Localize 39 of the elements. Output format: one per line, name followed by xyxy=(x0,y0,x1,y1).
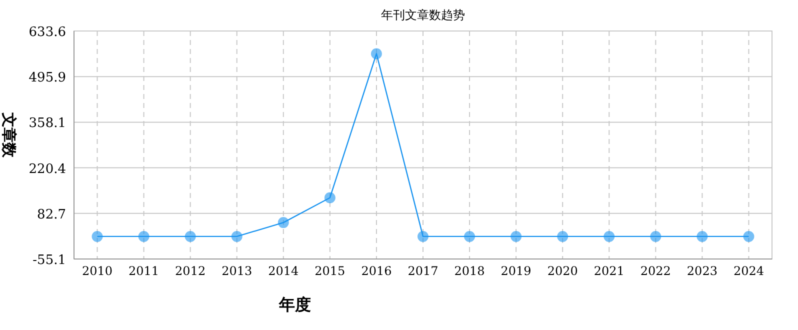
x-tick-label: 2024 xyxy=(733,264,764,278)
point xyxy=(278,217,289,228)
x-tick-label: 2020 xyxy=(547,264,578,278)
x-tick-label: 2013 xyxy=(222,264,252,278)
point xyxy=(557,230,568,242)
x-tick-label: 2017 xyxy=(408,264,438,278)
point xyxy=(370,48,382,60)
y-axis-title: 文章数 xyxy=(0,112,18,158)
y-tick-label: 220.4 xyxy=(28,162,66,177)
point xyxy=(650,230,662,242)
y-tick-label: 358.1 xyxy=(28,116,66,132)
x-tick-label: 2019 xyxy=(500,264,532,278)
point xyxy=(696,230,708,242)
point xyxy=(464,230,476,242)
chart-title: 年刊文章数趋势 xyxy=(381,8,465,22)
point xyxy=(510,230,522,242)
point xyxy=(184,230,196,242)
point xyxy=(418,230,428,242)
y-tick-label: 82.7 xyxy=(37,207,66,222)
point xyxy=(92,230,103,242)
point xyxy=(231,230,242,242)
x-tick-label: 2023 xyxy=(686,264,718,278)
point xyxy=(604,230,615,242)
x-axis-title: 年度 xyxy=(278,295,311,314)
x-tick-label: 2011 xyxy=(128,264,160,278)
x-tick-label: 2022 xyxy=(640,264,671,278)
x-tick-label: 2016 xyxy=(361,264,392,278)
x-tick-label: 2010 xyxy=(82,264,113,278)
y-tick-label: 633.6 xyxy=(28,25,66,40)
x-tick-label: 2018 xyxy=(454,264,485,278)
point xyxy=(138,230,150,242)
point xyxy=(743,230,754,242)
y-tick-label: -55.1 xyxy=(32,253,66,268)
point xyxy=(324,192,336,204)
y-tick-label: 495.9 xyxy=(28,70,66,86)
x-tick-label: 2015 xyxy=(314,264,346,278)
x-tick-label: 2012 xyxy=(175,264,206,278)
x-tick-label: 2014 xyxy=(268,264,300,278)
x-tick-label: 2021 xyxy=(594,264,624,278)
